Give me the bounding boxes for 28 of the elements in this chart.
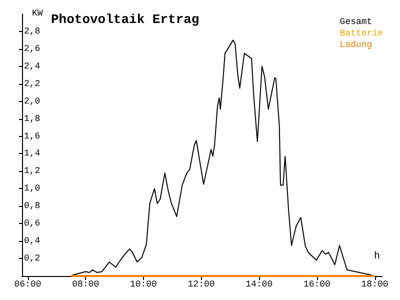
x-tick-label: 14:00 <box>246 280 273 290</box>
y-axis-title: KW <box>32 8 44 18</box>
x-tick-label: 10:00 <box>130 280 157 290</box>
y-tick-label: 1,8 <box>24 114 40 124</box>
x-tick-label: 16:00 <box>303 280 330 290</box>
y-tick-label: 1,6 <box>24 131 40 142</box>
text: Gesamt <box>340 17 372 27</box>
y-tick-label: 0,2 <box>24 254 40 264</box>
x-axis-title: h <box>374 250 380 262</box>
legend-label: Batterie <box>340 28 384 38</box>
y-tick-label: 2,6 <box>24 44 40 54</box>
y-tick-label: 1,0 <box>24 184 40 194</box>
chart-title: Photovoltaik Ertrag <box>51 12 200 27</box>
y-tick-label: 0,6 <box>24 218 40 229</box>
y-tick-label: 0,4 <box>24 236 40 246</box>
y-tick-label: 1,2 <box>24 166 40 176</box>
y-tick-label: 1,4 <box>24 148 40 159</box>
x-tick-label: 12:00 <box>188 280 215 290</box>
y-tick-label: 2,0 <box>24 96 40 106</box>
y-tick-label: 2,8 <box>24 26 40 36</box>
text: Ladung <box>340 40 372 50</box>
y-tick-label: 2,2 <box>24 78 40 89</box>
x-tick-label: 08:00 <box>72 280 100 290</box>
y-tick-label: 2,4 <box>24 61 40 72</box>
line-series <box>72 40 372 276</box>
x-tick-label: 06:00 <box>14 280 42 290</box>
x-tick-label: 18:00 <box>361 280 388 290</box>
y-tick-label: 0,8 <box>24 201 40 212</box>
